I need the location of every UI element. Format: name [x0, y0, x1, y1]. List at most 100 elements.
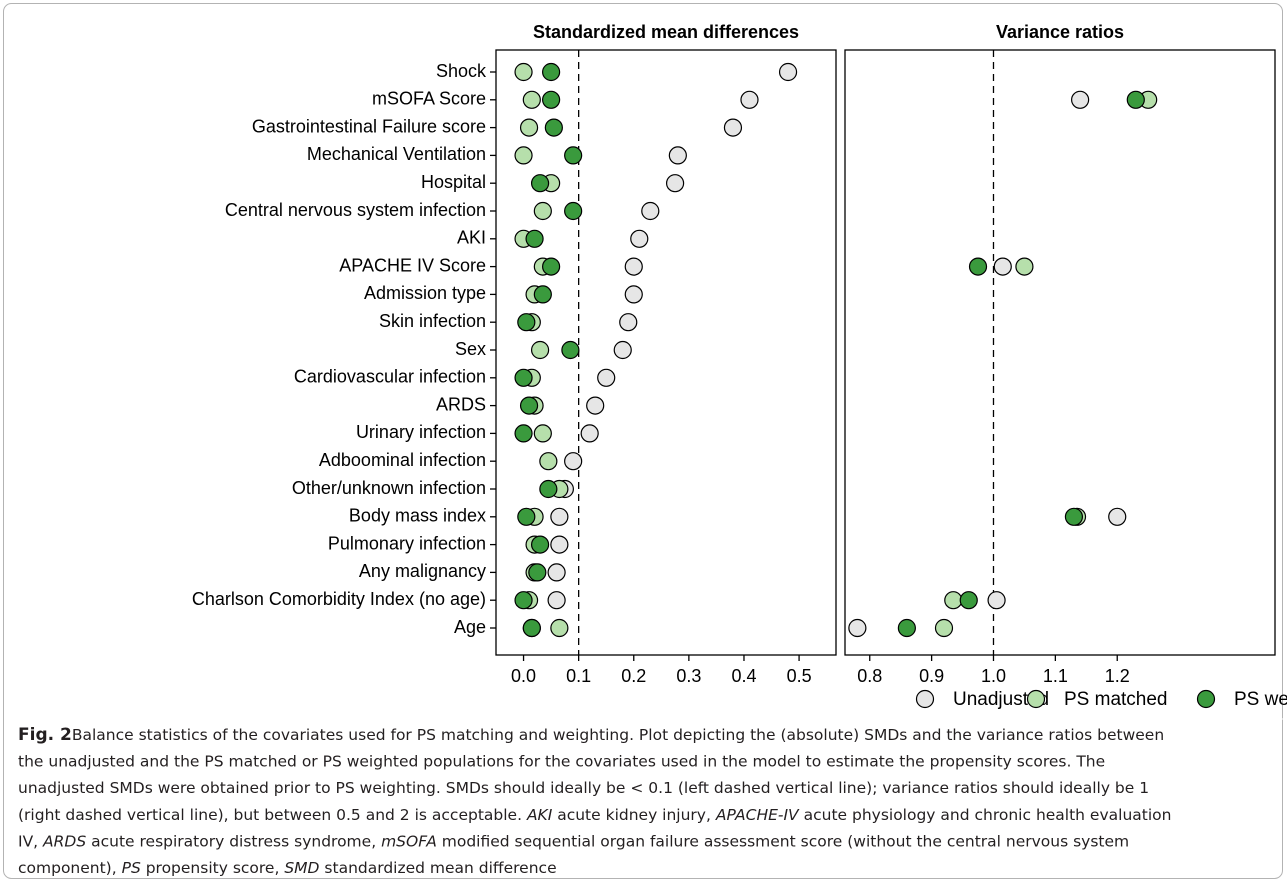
dot — [522, 618, 541, 638]
dot — [624, 285, 643, 304]
caption-text: (right dashed vertical line), but betwee… — [18, 805, 527, 823]
y-tick-label: Age — [454, 617, 486, 637]
dot — [519, 396, 539, 415]
legend-label: PS matched — [1064, 689, 1168, 710]
y-tick-label: APACHE IV Score — [339, 255, 486, 275]
y-tick-label: Charlson Comorbidity Index (no age) — [192, 589, 486, 609]
dot — [525, 229, 544, 248]
x-tick-label: 0.3 — [676, 666, 701, 686]
x-tick-label: 0.0 — [511, 666, 536, 686]
dot — [641, 201, 660, 221]
dot — [517, 507, 536, 526]
dot — [580, 424, 599, 443]
y-tick-label: Pulmonary infection — [328, 533, 486, 553]
dot — [519, 118, 539, 137]
caption-line: IV, ARDS acute respiratory distress synd… — [18, 832, 1129, 850]
dot — [530, 535, 550, 554]
dot — [561, 340, 580, 360]
dot — [550, 618, 569, 638]
x-tick-label: 1.0 — [981, 666, 1006, 686]
dot — [619, 313, 638, 332]
dot — [547, 591, 566, 610]
dot — [514, 62, 533, 82]
y-tick-label: Admission type — [364, 283, 486, 303]
dot — [934, 618, 954, 638]
dot — [665, 174, 685, 193]
dot — [514, 424, 533, 443]
y-tick-label: mSOFA Score — [372, 89, 486, 109]
dot — [1015, 257, 1034, 276]
y-tick-label: Mechanical Ventilation — [307, 144, 486, 164]
dot — [539, 479, 558, 499]
y-tick-label: Adboominal infection — [319, 450, 486, 470]
dot — [539, 452, 558, 471]
y-tick-label: Sex — [455, 339, 486, 359]
y-tick-label: Gastrointestinal Failure score — [252, 116, 486, 136]
x-tick-label: 0.9 — [919, 666, 944, 686]
legend-marker — [915, 689, 935, 709]
dot — [897, 618, 916, 638]
caption-label: Fig. 2 — [18, 725, 72, 745]
legend-label: PS weighted — [1234, 689, 1287, 710]
dot — [514, 146, 533, 165]
x-tick-label: 0.8 — [857, 666, 882, 686]
dot — [564, 146, 583, 165]
figure-border — [3, 3, 1283, 879]
caption-line: Fig. 2Balance statistics of the covariat… — [18, 725, 1164, 745]
x-tick-label: 1.1 — [1043, 666, 1068, 686]
dot — [624, 257, 643, 276]
dot — [514, 368, 533, 387]
panel-title: Variance ratios — [996, 22, 1124, 42]
dot — [533, 201, 552, 221]
caption-abbrev: ARDS — [42, 832, 86, 850]
dot — [564, 452, 583, 471]
dot — [533, 285, 552, 304]
dot — [544, 118, 563, 137]
y-tick-label: ARDS — [436, 394, 486, 414]
dot — [613, 340, 632, 360]
dot — [542, 90, 561, 109]
y-tick-label: Hospital — [421, 172, 486, 192]
caption-text: modified sequential organ failure assess… — [437, 832, 1129, 850]
dot — [723, 118, 743, 137]
dot — [564, 201, 583, 221]
caption-abbrev: SMD — [284, 859, 319, 877]
dot — [550, 535, 569, 554]
x-tick-label: 0.1 — [566, 666, 591, 686]
y-tick-label: Body mass index — [349, 506, 486, 526]
caption-line: the unadjusted and the PS matched or PS … — [18, 752, 1105, 770]
plot-frame — [844, 49, 1276, 656]
caption-abbrev: APACHE-IV — [715, 805, 800, 823]
caption-text: unadjusted SMDs were obtained prior to P… — [18, 779, 1149, 797]
caption-line: (right dashed vertical line), but betwee… — [18, 805, 1171, 823]
legend-marker — [1196, 689, 1216, 709]
dot — [1126, 90, 1145, 109]
y-tick-label: Other/unknown infection — [292, 478, 486, 498]
caption-abbrev: mSOFA — [381, 832, 437, 850]
y-tick-label: Cardiovascular infection — [294, 367, 486, 387]
dot — [740, 90, 759, 109]
caption-line: unadjusted SMDs were obtained prior to P… — [18, 779, 1149, 797]
dot — [668, 146, 687, 165]
caption-text: standardized mean difference — [319, 859, 556, 877]
y-tick-label: Any malignancy — [359, 561, 486, 581]
caption-text: the unadjusted and the PS matched or PS … — [18, 752, 1105, 770]
dot — [530, 340, 550, 360]
dot — [530, 174, 550, 193]
dot — [597, 368, 616, 387]
dot — [1064, 507, 1084, 526]
dot — [517, 313, 536, 332]
dot — [514, 591, 533, 610]
dot — [547, 563, 566, 582]
dot — [993, 257, 1012, 276]
y-tick-label: Shock — [436, 61, 487, 81]
caption-text: acute kidney injury, — [552, 805, 716, 823]
dot — [630, 229, 649, 248]
dot — [944, 591, 963, 610]
x-tick-label: 0.5 — [787, 666, 812, 686]
caption-line: component), PS propensity score, SMD sta… — [18, 859, 557, 877]
y-tick-label: Skin infection — [379, 311, 486, 331]
x-tick-label: 0.2 — [621, 666, 646, 686]
y-tick-label: Central nervous system infection — [225, 200, 486, 220]
